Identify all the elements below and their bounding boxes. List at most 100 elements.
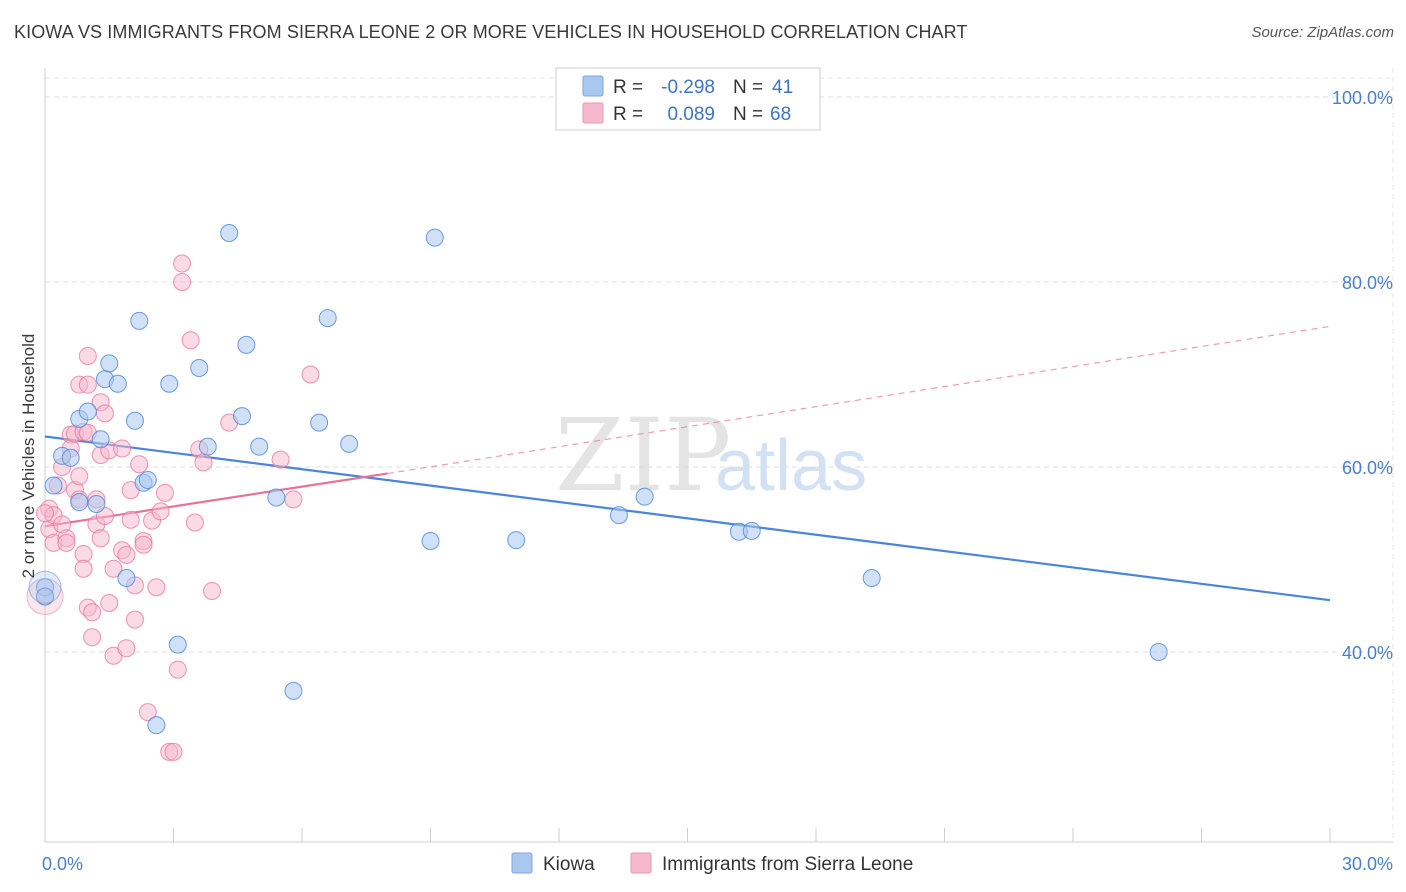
sierra-leone-point (185, 513, 204, 532)
legend-n-value-sierra-leone: 68 (770, 104, 791, 125)
y-tick-label: 40.0% (1342, 643, 1393, 663)
kiowa-point (91, 430, 110, 449)
kiowa-point (340, 434, 359, 453)
kiowa-point (87, 495, 106, 513)
kiowa-point (108, 374, 127, 393)
kiowa-point (425, 228, 444, 247)
bottom-legend-label-kiowa: Kiowa (543, 854, 595, 875)
sierra-leone-point (121, 510, 140, 529)
sierra-leone-point (70, 467, 89, 486)
sierra-leone-point (57, 533, 76, 552)
sierra-leone-point (91, 529, 110, 548)
kiowa-point (742, 521, 761, 540)
legend-n-label-kiowa: N = (733, 77, 763, 98)
kiowa-point (125, 411, 144, 430)
y-tick-label: 60.0% (1342, 458, 1393, 478)
sierra-leone-point (83, 603, 102, 622)
sierra-leone-point (95, 404, 114, 423)
sierra-leone-point (134, 535, 153, 554)
kiowa-point (198, 437, 217, 456)
sierra-leone-point (113, 439, 132, 458)
kiowa-point (609, 506, 628, 525)
kiowa-point (421, 532, 440, 550)
x-tick-label-max: 30.0% (1342, 854, 1393, 874)
sierra-leone-points (26, 254, 320, 761)
kiowa-point (36, 587, 54, 606)
sierra-leone-point (271, 450, 290, 469)
sierra-leone-point (130, 455, 149, 474)
kiowa-point (138, 470, 157, 489)
legend-n-value-kiowa: 41 (772, 77, 793, 98)
sierra-leone-point (117, 639, 136, 658)
kiowa-point (190, 359, 209, 378)
kiowa-point (237, 335, 256, 354)
correlation-legend: R = -0.298 N = 41 R = 0.089 N = 68 (555, 67, 821, 131)
gridlines (45, 68, 1394, 842)
kiowa-point (1149, 643, 1168, 661)
sierra-leone-point (104, 559, 123, 578)
sierra-leone-point (125, 610, 144, 629)
kiowa-point (862, 569, 881, 587)
kiowa-point (267, 488, 286, 507)
legend-r-label-kiowa: R = (613, 77, 643, 98)
sierra-leone-point (151, 502, 170, 521)
sierra-leone-point (301, 365, 320, 384)
sierra-leone-point (173, 254, 192, 273)
y-tick-labels: 40.0% 60.0% 80.0% 100.0% (1332, 88, 1393, 663)
sierra-leone-point (78, 375, 97, 394)
legend-r-label-sierra-leone: R = (613, 104, 643, 125)
source-label: Source: ZipAtlas.com (1251, 24, 1394, 41)
watermark-atlas: atlas (715, 426, 867, 506)
kiowa-point (70, 493, 89, 512)
sierra-leone-point (168, 660, 187, 679)
kiowa-point (61, 448, 80, 467)
sierra-leone-point (155, 483, 174, 502)
sierra-leone-point (78, 347, 97, 365)
legend-swatch-kiowa (582, 75, 604, 97)
legend-r-value-sierra-leone: 0.089 (667, 104, 715, 125)
sierra-leone-point (194, 453, 213, 472)
trend-line-kiowa (44, 435, 1331, 602)
y-axis-label: 2 or more Vehicles in Household (19, 334, 38, 579)
kiowa-point (147, 716, 166, 735)
kiowa-point (507, 531, 526, 550)
sierra-leone-point (83, 628, 102, 647)
legend-r-value-kiowa: -0.298 (661, 77, 715, 98)
sierra-leone-point (284, 490, 303, 509)
kiowa-point-large (28, 570, 62, 604)
kiowa-point (168, 635, 187, 654)
kiowa-point (117, 569, 136, 587)
legend-n-label-sierra-leone: N = (733, 104, 763, 125)
watermark: ZIP atlas (555, 397, 867, 514)
sierra-leone-point (36, 504, 54, 523)
bottom-legend-swatch-kiowa (511, 852, 533, 874)
sierra-leone-point (117, 545, 136, 564)
kiowa-point (318, 309, 337, 328)
kiowa-point (250, 437, 269, 456)
y-tick-label: 100.0% (1332, 88, 1393, 108)
sierra-leone-point (147, 578, 166, 597)
kiowa-point (220, 223, 239, 242)
chart-title: KIOWA VS IMMIGRANTS FROM SIERRA LEONE 2 … (14, 22, 968, 42)
x-tick-label-min: 0.0% (42, 854, 83, 874)
kiowa-point (233, 407, 252, 426)
kiowa-points (28, 223, 1168, 735)
bottom-legend-label-sierra-leone: Immigrants from Sierra Leone (662, 854, 913, 875)
series-legend: Kiowa Immigrants from Sierra Leone (511, 852, 913, 875)
sierra-leone-point (173, 273, 192, 291)
bottom-legend-swatch-sierra-leone (630, 852, 652, 874)
legend-swatch-sierra-leone (582, 102, 604, 124)
sierra-leone-point (181, 331, 200, 350)
kiowa-point (635, 487, 654, 506)
kiowa-point (284, 681, 303, 700)
sierra-leone-point (138, 703, 157, 722)
sierra-leone-point (164, 742, 183, 761)
trend-line-sierra-leone-extension (387, 325, 1331, 475)
y-tick-label: 80.0% (1342, 273, 1393, 293)
kiowa-point (130, 311, 149, 330)
sierra-leone-point (203, 581, 222, 600)
kiowa-point (44, 476, 63, 495)
sierra-leone-point (74, 559, 93, 578)
sierra-leone-point (100, 593, 119, 612)
